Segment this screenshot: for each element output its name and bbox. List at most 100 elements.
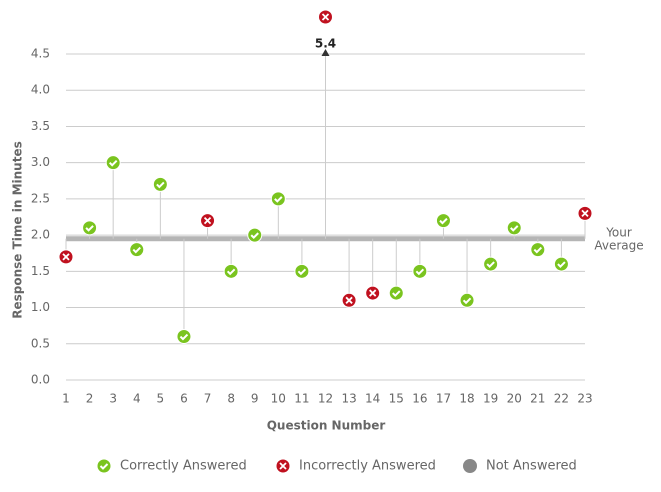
marker-incorrect: [365, 285, 381, 301]
x-tick-label: 7: [204, 392, 212, 406]
legend-item: Not Answered: [463, 459, 577, 474]
check-icon: [392, 290, 401, 297]
x-tick-label: 21: [530, 392, 545, 406]
cross-icon: [321, 13, 330, 21]
x-tick-label: 16: [412, 392, 427, 406]
marker-incorrect: [58, 249, 74, 265]
marker-circle: [270, 191, 286, 207]
marker-circle: [388, 285, 404, 301]
marker-incorrect: [318, 9, 333, 25]
marker-circle: [553, 256, 569, 272]
marker-incorrect: [577, 205, 593, 221]
marker-circle: [459, 292, 475, 308]
cross-icon: [279, 462, 287, 470]
marker-correct: [530, 242, 546, 258]
x-tick-label: 18: [459, 392, 474, 406]
marker-correct: [129, 242, 145, 258]
x-tick-label: 6: [180, 392, 188, 406]
cross-icon: [203, 216, 212, 225]
marker-correct: [223, 263, 239, 279]
check-icon: [179, 333, 189, 341]
legend-item: Incorrectly Answered: [299, 459, 436, 474]
marker-correct: [247, 227, 263, 243]
x-tick-label: 17: [436, 392, 451, 406]
y-tick-label: 0.0: [31, 373, 50, 387]
legend-label: Not Answered: [486, 459, 577, 474]
legend-label: Incorrectly Answered: [299, 459, 436, 474]
y-tick-label: 0.5: [31, 336, 50, 350]
value-label: 5.4: [315, 37, 336, 51]
check-icon: [274, 196, 283, 203]
x-tick-label: 13: [341, 392, 356, 406]
marker-circle: [82, 220, 98, 236]
average-label: Your Average: [594, 225, 643, 252]
marker-incorrect: [341, 292, 357, 308]
marker-circle: [435, 213, 451, 229]
legend-marker: [463, 459, 477, 473]
cross-icon: [62, 253, 70, 261]
marker-circle: [129, 242, 145, 258]
x-tick-label: 12: [318, 392, 333, 406]
x-tick-label: 22: [554, 392, 569, 406]
marker-correct: [412, 263, 428, 279]
check-icon: [533, 246, 543, 254]
x-tick-label: 2: [86, 392, 94, 406]
marker-correct: [96, 458, 112, 474]
marker-circle: [247, 227, 263, 243]
marker-correct: [152, 176, 168, 192]
x-tick-label: 1: [62, 392, 70, 406]
y-tick-label: 4.5: [31, 47, 50, 61]
cross-icon: [581, 209, 589, 218]
marker-correct: [483, 256, 499, 272]
x-tick-label: 5: [157, 392, 165, 406]
check-icon: [462, 297, 472, 305]
x-tick-label: 4: [133, 392, 141, 406]
check-icon: [557, 261, 566, 269]
check-icon: [486, 261, 495, 269]
x-tick-label: 14: [365, 392, 380, 406]
x-tick-label: 8: [227, 392, 235, 406]
marker-circle: [412, 263, 428, 279]
marker-correct: [82, 220, 98, 236]
marker-circle: [483, 256, 499, 272]
y-axis-title: Response Time in Minutes: [11, 141, 25, 318]
x-tick-label: 15: [389, 392, 404, 406]
marker-circle: [506, 220, 522, 236]
marker-correct: [105, 155, 121, 171]
cross-icon: [345, 296, 353, 304]
marker-circle: [223, 263, 239, 279]
marker-incorrect: [200, 213, 216, 229]
check-icon: [132, 246, 141, 254]
y-tick-label: 2.0: [31, 228, 50, 242]
marker-incorrect: [275, 458, 291, 474]
marker-circle: [105, 155, 121, 171]
check-icon: [85, 225, 94, 232]
check-icon: [415, 268, 425, 276]
marker-correct: [176, 329, 192, 345]
marker-circle: [294, 263, 310, 279]
marker-circle: [176, 329, 192, 345]
check-icon: [250, 232, 259, 240]
x-tick-label: 19: [483, 392, 498, 406]
check-icon: [297, 268, 307, 276]
check-icon: [99, 463, 109, 470]
y-tick-label: 2.5: [31, 191, 50, 205]
y-tick-label: 1.5: [31, 264, 50, 278]
marker-correct: [459, 292, 475, 308]
cross-icon: [369, 289, 377, 297]
marker-correct: [388, 285, 404, 301]
marker-circle: [530, 242, 546, 258]
legend-item: Correctly Answered: [120, 459, 247, 474]
legend-label: Correctly Answered: [120, 459, 247, 474]
marker-correct: [435, 213, 451, 229]
y-tick-label: 3.0: [31, 155, 50, 169]
x-tick-label: 23: [577, 392, 592, 406]
marker-correct: [270, 191, 286, 207]
check-icon: [226, 268, 236, 276]
check-icon: [156, 181, 165, 189]
x-tick-label: 11: [294, 392, 309, 406]
y-tick-label: 4.0: [31, 83, 50, 97]
y-tick-label: 3.5: [31, 119, 50, 133]
x-tick-label: 3: [109, 392, 117, 406]
